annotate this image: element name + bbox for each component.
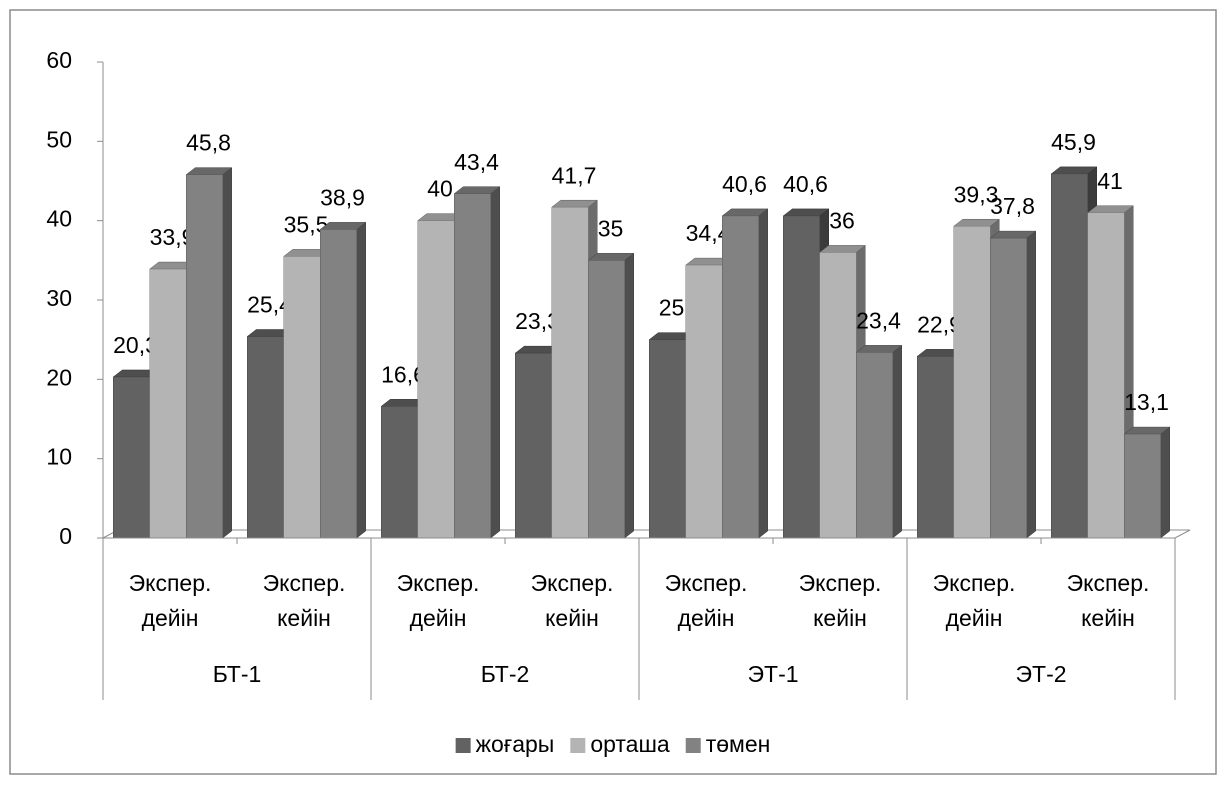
value-label: 40,6 [783,171,828,197]
legend-label: төмен [706,731,771,757]
bar-front [783,215,820,539]
value-label: 35 [598,215,624,241]
y-tick-label: 40 [46,206,72,232]
bar-front [283,256,321,539]
group-label: ЭТ-1 [747,661,798,687]
bar [453,186,501,539]
value-label: 25 [659,295,685,321]
bar [1123,426,1171,539]
bar-front [990,237,1027,539]
legend-swatch [455,738,471,753]
bar-side [356,221,366,539]
bar [721,208,769,539]
bar [319,221,367,539]
bar-front [1124,433,1161,539]
value-label: 43,4 [454,149,499,175]
bar [989,230,1037,539]
bar-front [149,268,187,539]
value-label: 45,9 [1051,129,1096,155]
bar-front [454,193,491,539]
group-label: БТ-1 [213,661,262,687]
group-label: ЭТ-2 [1015,661,1066,687]
y-tick-label: 0 [59,523,72,549]
bar-front [649,339,686,539]
value-label: 37,8 [990,193,1035,219]
bar-side [758,208,768,539]
y-tick-label: 60 [46,47,72,73]
x-tick-label: Экспер. дейін [397,570,480,631]
y-tick-label: 10 [46,444,72,470]
y-tick-label: 50 [46,126,72,152]
bar-front [1051,173,1088,539]
y-tick-label: 20 [46,364,72,390]
bar-side [222,167,232,539]
legend-swatch [685,738,701,753]
bar-front [588,260,625,539]
bar-front [819,252,857,539]
legend-label: орташа [590,731,670,757]
group-label: БТ-2 [481,661,530,687]
value-label: 39,3 [954,181,999,207]
value-label: 41 [1097,168,1123,194]
value-label: 36 [829,207,855,233]
legend-label: жоғары [476,731,555,757]
bar-front [247,336,284,539]
bar-side [1026,230,1036,539]
value-label: 41,7 [552,162,597,188]
x-tick-label: Экспер. кейін [799,570,882,631]
bar-front [722,215,759,539]
bar-front [515,352,552,539]
bar-front [1087,212,1125,539]
bar-front [381,406,418,539]
bar-front [417,220,455,539]
bar-front [113,376,150,539]
bar-front [685,264,723,539]
bar [185,167,233,539]
bar-front [856,352,893,539]
value-label: 40,6 [722,171,767,197]
bar-side [624,252,634,539]
value-label: 23,4 [856,307,901,333]
x-tick-label: Экспер. кейін [263,570,346,631]
bar-side [490,186,500,539]
value-label: 45,8 [186,130,231,156]
value-label: 40 [427,176,453,202]
bar [587,252,635,539]
bar-front [186,174,223,539]
y-tick-label: 30 [46,285,72,311]
x-tick-label: Экспер. дейін [129,570,212,631]
x-tick-label: Экспер. кейін [531,570,614,631]
bar-side [1160,426,1170,539]
x-tick-label: Экспер. кейін [1067,570,1150,631]
legend-swatch [570,738,586,753]
bar [855,344,903,539]
x-tick-label: Экспер. дейін [933,570,1016,631]
bar-front [953,225,991,539]
bar-front [917,356,954,539]
value-label: 13,1 [1124,389,1169,415]
bar-front [320,229,357,539]
x-tick-label: Экспер. дейін [665,570,748,631]
value-label: 38,9 [320,184,365,210]
bar-side [892,344,902,539]
legend: жоғары орташа төмен [455,731,771,757]
bar-front [551,206,589,539]
